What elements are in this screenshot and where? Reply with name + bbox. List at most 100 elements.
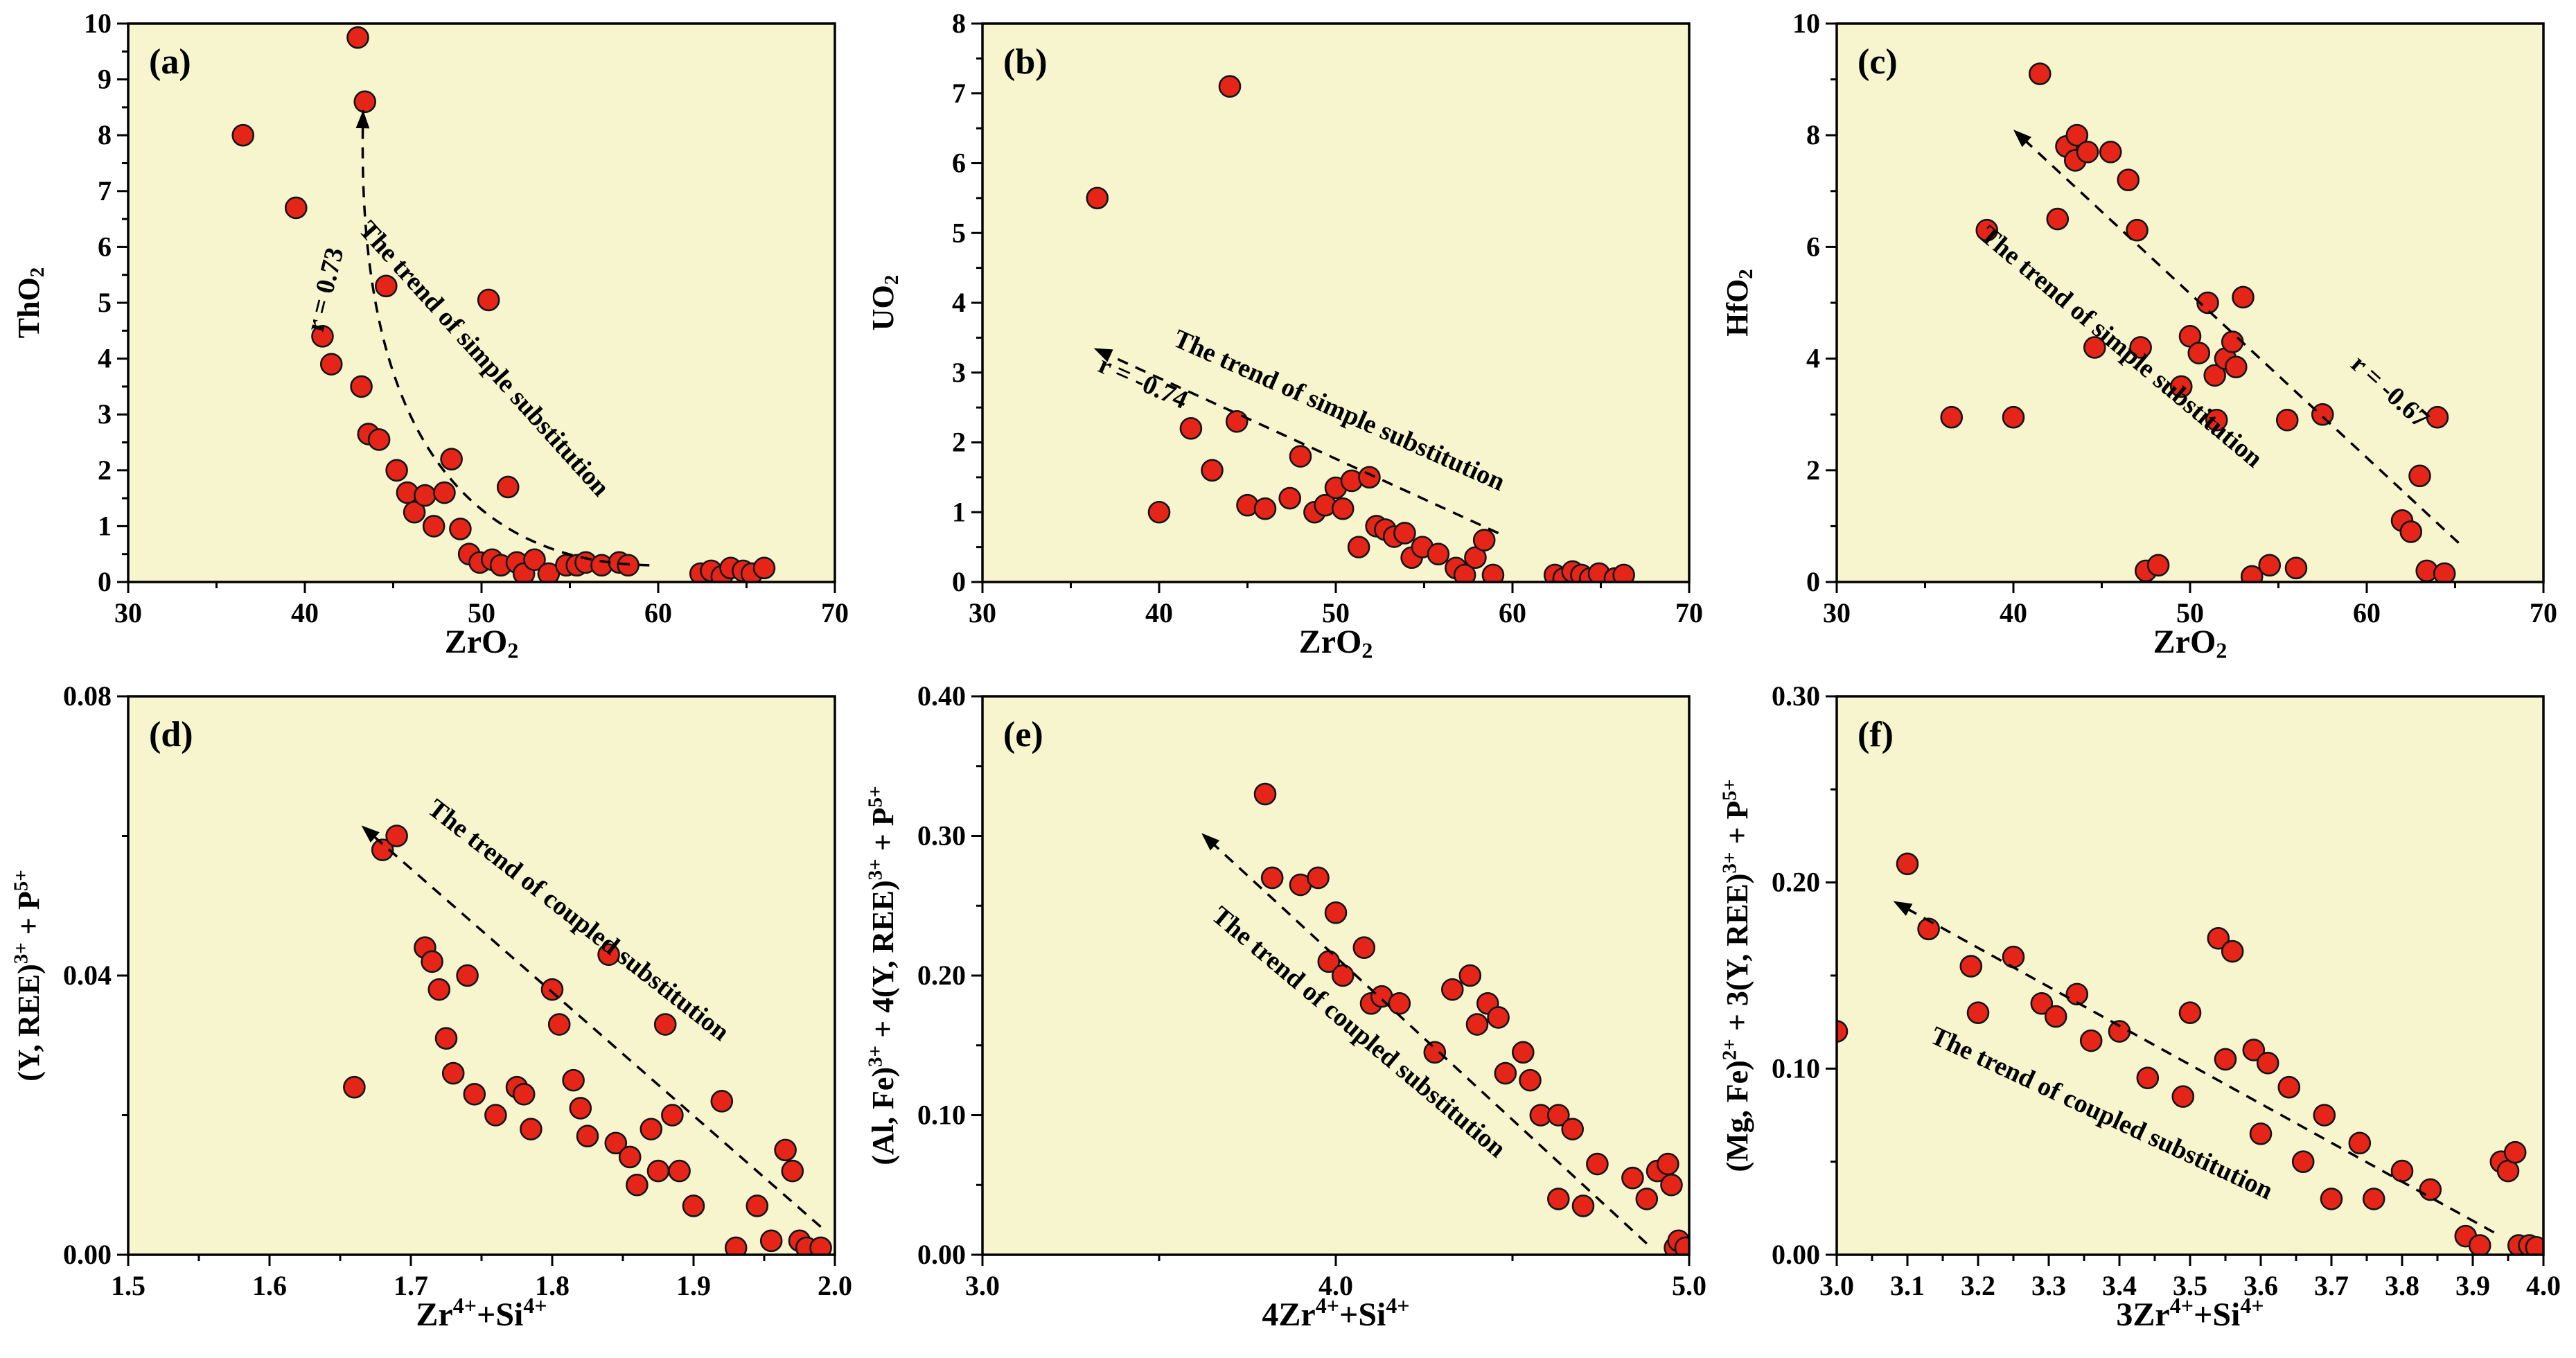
data-point [562, 1068, 585, 1092]
trend-arrow [1893, 901, 2495, 1234]
data-point [646, 1159, 670, 1183]
x-tick-label: 60 [2353, 597, 2381, 628]
data-point [1278, 486, 1302, 510]
x-axis: 3.0 4.0 5.0 [965, 1255, 1706, 1301]
y-tick-label: 0.00 [917, 1239, 966, 1270]
trend-arrow [1201, 833, 1648, 1245]
y-tick-label: 2 [952, 427, 966, 458]
data-point [1086, 186, 1109, 210]
data-point [2207, 926, 2230, 950]
data-point [1453, 563, 1476, 583]
data-point [540, 978, 564, 1001]
data-point [2178, 1001, 2202, 1025]
y-tick-label: 4 [1806, 343, 1820, 374]
y-tick-label: 0 [98, 566, 112, 597]
scatter-plot-f: 3.0 3.1 3.2 3.3 3.4 3.5 3.6 3.7 3.8 3.9 4.0 0.00 0.1… [1718, 681, 2561, 1333]
points [231, 26, 776, 583]
panel-e: 3.0 4.0 5.0 0.00 0.10 0.20 0.30 0.40 The trend o… [861, 681, 1710, 1348]
points [1836, 852, 2544, 1255]
arrowhead [1093, 348, 1113, 362]
plot-area [1837, 696, 2543, 1255]
y-axis-title: (Y, REE)3+ + P5+ [10, 870, 46, 1082]
panel-letter: (f) [1858, 715, 1894, 755]
data-point [604, 1131, 628, 1155]
data-point [2187, 342, 2211, 364]
x-tick-label: 3.2 [1961, 1270, 1995, 1301]
data-point [346, 26, 369, 49]
data-point [374, 274, 398, 298]
data-point [626, 1173, 649, 1197]
panel-a: 30 40 50 60 70 0 1 2 3 4 5 6 7 8 9 10 The trend of simpl… [7, 8, 856, 676]
x-tick-label: 40 [291, 597, 319, 628]
data-point [434, 1027, 458, 1050]
data-point [1440, 978, 1464, 1001]
data-point [2126, 218, 2149, 242]
data-point [2028, 62, 2052, 85]
x-tick-label: 60 [1499, 597, 1526, 628]
data-point [2399, 520, 2423, 543]
data-point [231, 123, 255, 147]
data-point [2146, 554, 2170, 577]
arrowhead [1201, 833, 1220, 851]
data-point [1519, 1068, 1542, 1092]
data-point [343, 1075, 366, 1099]
y-tick-label: 0.10 [1772, 1052, 1820, 1084]
data-point [1657, 1152, 1679, 1176]
y-tick-label: 0.08 [63, 681, 112, 712]
trend-arrow [2013, 130, 2460, 544]
x-tick-label: 3.0 [965, 1270, 1000, 1301]
data-point [1225, 409, 1249, 433]
x-axis-title: 4Zr4++Si4+ [1262, 1293, 1409, 1333]
y-tick-label: 0.00 [1772, 1239, 1820, 1270]
data-point [2203, 364, 2227, 387]
data-point [2313, 1104, 2336, 1127]
y-tick-label: 6 [952, 148, 966, 179]
y-tick-label: 4 [952, 287, 966, 318]
data-point [2196, 291, 2219, 315]
x-axis: 30 40 50 60 70 [114, 582, 849, 628]
y-axis: 0 2 4 6 8 10 [1792, 8, 1837, 597]
x-tick-label: 3.7 [2314, 1270, 2349, 1301]
data-point [1561, 1118, 1584, 1140]
data-point [2390, 1159, 2414, 1183]
y-tick-label: 0.20 [1772, 867, 1820, 898]
x-tick-label: 3.0 [1819, 1270, 1854, 1301]
panel-letter: (c) [1858, 42, 1898, 82]
y-tick-label: 3 [952, 357, 966, 388]
x-tick-label: 3.6 [2243, 1270, 2278, 1301]
data-point [2046, 207, 2070, 231]
x-tick-label: 50 [1322, 597, 1350, 628]
data-point [2076, 141, 2099, 164]
data-point [2169, 375, 2193, 398]
data-point [1253, 782, 1277, 806]
data-point [1423, 1041, 1447, 1064]
data-point [1358, 466, 1381, 489]
data-point [2240, 565, 2264, 583]
data-point [1347, 536, 1370, 558]
data-point [422, 515, 445, 538]
data-point [403, 500, 426, 524]
data-point [781, 1159, 804, 1183]
x-axis-title: Zr4++Si4+ [416, 1293, 547, 1333]
x-tick-label: 1.5 [111, 1270, 145, 1301]
data-point [2108, 1020, 2131, 1043]
data-point [2320, 1188, 2343, 1210]
data-point [809, 1236, 832, 1255]
x-axis-title: ZrO2 [1299, 624, 1373, 663]
x-tick-label: 70 [2530, 597, 2557, 628]
data-point [2496, 1159, 2520, 1183]
data-point [1674, 1236, 1690, 1255]
data-point [2348, 1131, 2372, 1155]
y-axis-title: (Al, Fe)3+ + 4(Y, REE)3+ + P5+ [864, 786, 900, 1165]
data-point [385, 459, 408, 482]
points [1086, 75, 1635, 583]
data-point [2044, 1005, 2067, 1028]
points [1253, 782, 1690, 1255]
data-point [1147, 500, 1171, 524]
x-tick-label: 1.7 [394, 1270, 428, 1301]
y-axis: 0.00 0.04 0.08 [63, 681, 128, 1270]
data-point [2221, 330, 2244, 353]
plot-area [128, 696, 835, 1255]
data-point [2224, 355, 2248, 378]
